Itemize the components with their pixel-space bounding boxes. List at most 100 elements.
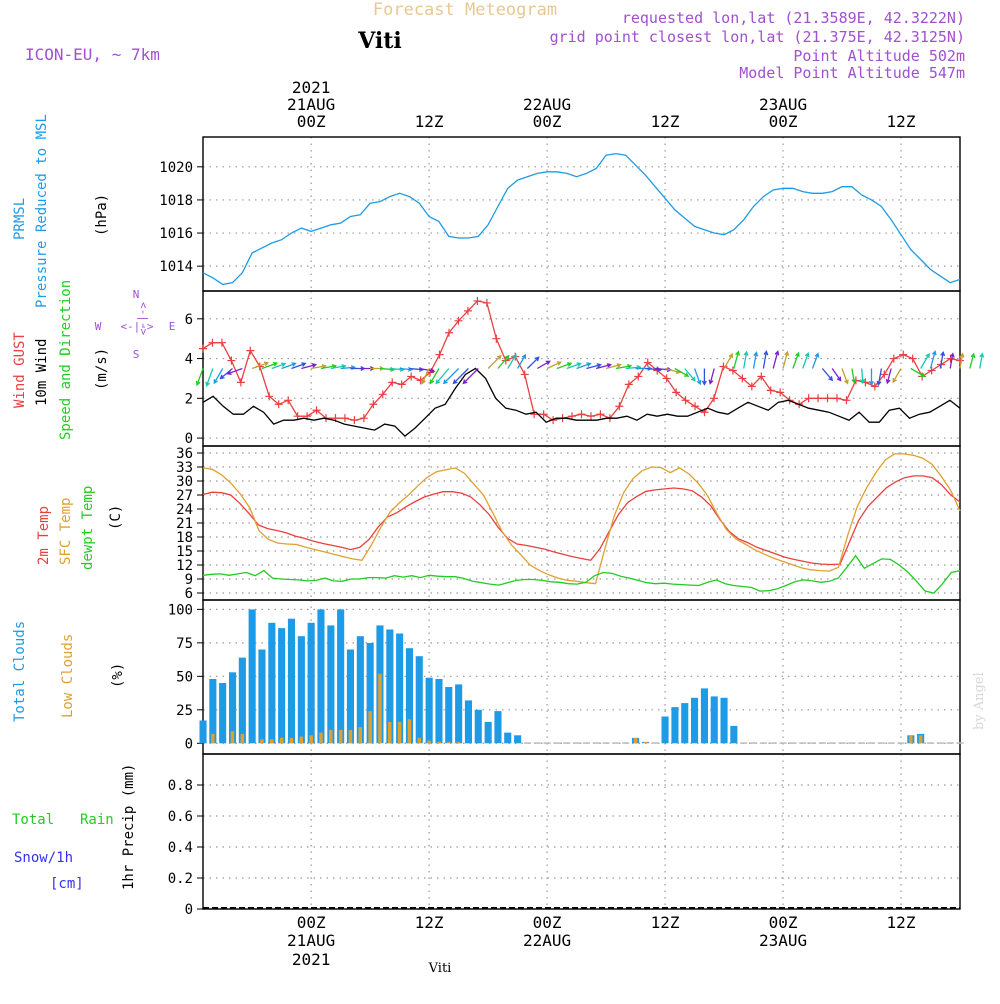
wind-10m-label: 10m Wind	[34, 339, 50, 406]
wind-arrow-0	[195, 368, 204, 387]
wind-arrow-36	[556, 362, 573, 370]
gust-marker-15	[340, 414, 349, 423]
wind-arrow-74	[929, 350, 937, 369]
wind-arrow-72	[910, 367, 926, 378]
gust-marker-60	[766, 386, 775, 395]
ytick-label-clouds-3: 75	[176, 636, 193, 652]
cloud-total-bar-9	[287, 618, 295, 744]
gust-marker-44	[615, 402, 624, 411]
compass-s: S	[133, 348, 140, 361]
gust-marker-56	[728, 366, 737, 375]
cloud-total-bar-38	[573, 742, 581, 744]
top-axis-label-2-2: 00Z	[533, 112, 562, 131]
panel-clouds: 0 25 50 75 100	[168, 599, 964, 755]
gust-marker-75	[908, 354, 917, 363]
gust-marker-67	[832, 394, 841, 403]
ytick-label-wind-1: 2	[185, 391, 193, 407]
cloud-total-bar-20	[396, 633, 404, 744]
cloud-total-bar-41	[602, 742, 610, 744]
cloud-total-bar-14	[337, 609, 345, 744]
wind-arrow-48	[674, 367, 690, 377]
wind-arrow-27	[452, 368, 469, 385]
cloud-total-bar-66	[848, 742, 856, 744]
wind-arrow-67	[860, 368, 866, 385]
top-axis-label-0-0: 2021	[292, 78, 331, 97]
precip-snow-label: Snow/1h	[14, 850, 73, 866]
bottom-axis-label-2-1: 22AUG	[523, 931, 571, 950]
cloud-total-bar-50	[691, 697, 699, 744]
gust-marker-54	[709, 394, 718, 403]
cloud-total-bar-31	[504, 732, 512, 744]
ytick-label-clouds-2: 50	[176, 669, 193, 685]
wind-arrow-62	[811, 352, 820, 369]
wind-arrow-54	[733, 350, 740, 369]
gust-marker-30	[482, 298, 491, 307]
wind-arrow-4	[226, 367, 243, 376]
ytick-label-temperature-7: 27	[176, 488, 193, 504]
top-axis-label-0-2: 00Z	[297, 112, 326, 131]
wind-arrow-30	[497, 354, 510, 369]
cloud-total-bar-2	[219, 683, 227, 744]
precip-rain-label: Rain	[80, 812, 114, 828]
ytick-label-temperature-3: 15	[176, 544, 193, 560]
ytick-label-pressure-2: 1018	[159, 193, 193, 209]
cloud-total-bar-71	[897, 742, 905, 744]
cloud-total-bar-65	[838, 742, 846, 744]
cloud-total-bar-59	[779, 742, 787, 744]
wind-arrow-78	[969, 352, 976, 369]
wind-arrow-40	[596, 363, 613, 370]
cloud-low-bar-17	[368, 711, 372, 744]
pressure-labels: PRMSL Pressure Reduced to MSL (hPa)	[12, 114, 110, 308]
cloud-total-bar-15	[346, 649, 354, 744]
model-altitude: Model Point Altitude 547m	[739, 64, 965, 82]
ytick-label-temperature-2: 12	[176, 558, 193, 574]
watermark: by Angel	[972, 672, 987, 730]
cloud-total-bar-11	[307, 622, 315, 744]
wind-arrow-23	[421, 368, 430, 385]
ytick-label-pressure-1: 1016	[159, 226, 193, 242]
cloud-labels: Total Clouds Low Clouds (%)	[12, 621, 126, 722]
wind-arrow-34	[536, 360, 551, 370]
cloud-low-bar-16	[358, 727, 362, 744]
cloud-low-bar-11	[309, 735, 313, 744]
cloud-total-bar-26	[455, 684, 463, 744]
wind-arrow-76	[949, 352, 955, 369]
gust-marker-2	[217, 338, 226, 347]
wind-arrow-2	[213, 368, 224, 385]
gust-marker-57	[738, 374, 747, 383]
ytick-label-temperature-4: 18	[176, 530, 193, 546]
wind-arrow-35	[546, 361, 562, 370]
wind-arrow-29	[487, 354, 502, 369]
bottom-axis-label-0-1: 21AUG	[287, 931, 335, 950]
point-altitude: Point Altitude 502m	[793, 47, 965, 65]
precip-unit: 1hr Precip (mm)	[121, 764, 137, 890]
wind-arrow-79	[979, 352, 985, 369]
cloud-total-bar-58	[769, 742, 777, 744]
cloud-total-bar-1	[209, 679, 217, 744]
wind-arrow-55	[743, 350, 749, 369]
ytick-label-temperature-6: 24	[176, 502, 193, 518]
wind-arrow-42	[615, 363, 633, 370]
cloud-low-bar-1	[211, 733, 215, 744]
footer-location: Viti	[428, 961, 452, 976]
wind-unit: (m/s)	[94, 348, 110, 390]
gust-marker-7	[265, 392, 274, 401]
series-10m-wind	[202, 367, 961, 437]
gust-marker-17	[359, 414, 368, 423]
top-axis-label-0-1: 21AUG	[287, 95, 335, 114]
wind-arrow-51	[701, 368, 707, 386]
ytick-label-precipitation-0: 0	[185, 902, 193, 918]
precip-total-label: Total	[12, 812, 54, 828]
wind-arrow-5	[251, 361, 270, 370]
cloud-low-bar-72	[909, 735, 913, 744]
gust-marker-77	[927, 366, 936, 375]
ytick-label-precipitation-3: 0.6	[168, 809, 193, 825]
ytick-label-precipitation-4: 0.8	[168, 778, 193, 794]
gust-marker-64	[804, 394, 813, 403]
cloud-total-bar-46	[651, 742, 659, 744]
bottom-axis-label-2-0: 00Z	[533, 913, 562, 932]
gust-marker-21	[397, 380, 406, 389]
